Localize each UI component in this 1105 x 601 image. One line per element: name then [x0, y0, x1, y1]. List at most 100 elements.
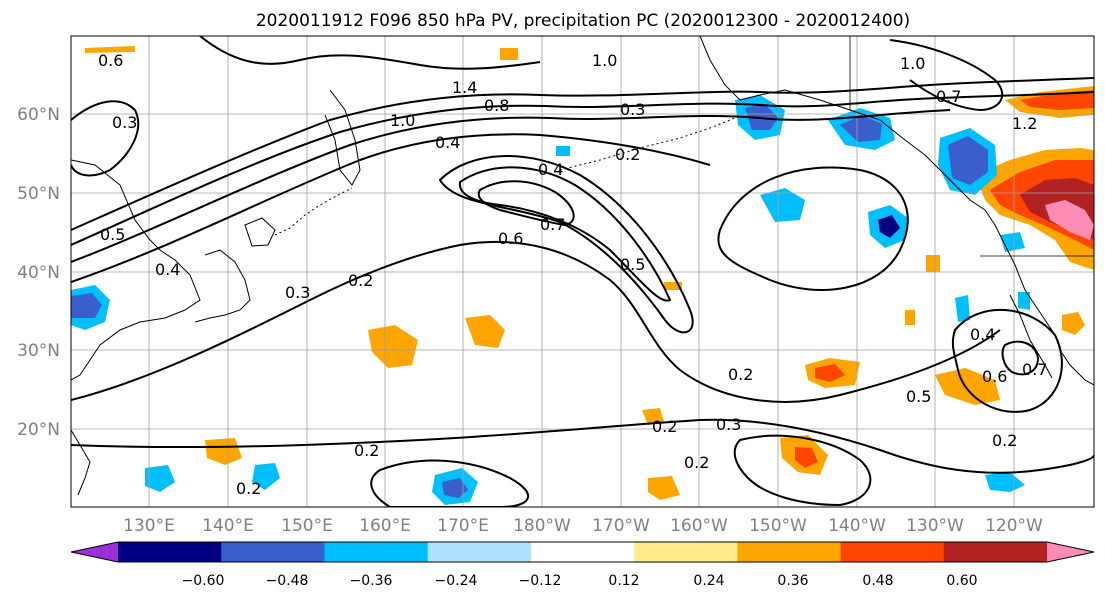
precip-patch-small-orange-1 [926, 255, 940, 272]
graticule [71, 36, 1094, 507]
contour-label: 1.0 [900, 54, 925, 73]
colorbar-tick-label: −0.12 [519, 573, 562, 589]
pv-contour-trough-inner [477, 180, 575, 227]
colorbar-tick-label: 0.60 [946, 573, 977, 589]
contour-label: 0.3 [620, 100, 645, 119]
colorbar-segment [221, 542, 325, 562]
contour-label: 0.6 [98, 51, 123, 70]
coastline-philippines [71, 429, 91, 496]
coastlines [71, 36, 1094, 496]
contour-label: 0.5 [100, 225, 125, 244]
precip-patch-canada-dry-core [948, 136, 988, 185]
precip-patch-mexico-wet [1062, 312, 1085, 335]
pv-contour-south-blob-1 [370, 459, 530, 507]
lat-label-40n: 40°N [17, 263, 60, 283]
coastline-kuril-chain [274, 187, 353, 236]
lon-label-170e: 170°E [437, 516, 489, 536]
precip-patch-baja-dry [985, 472, 1025, 492]
colorbar-extend-max [1047, 542, 1094, 562]
pv-contour-west-1 [71, 100, 140, 177]
coastline-north-america [984, 209, 1094, 386]
precip-patch-south-dry-1-core [442, 478, 468, 498]
precip-patch-small-blue-2 [1018, 292, 1030, 310]
pv-contour-north-2 [889, 39, 1004, 112]
contour-label: 0.4 [970, 325, 995, 344]
contour-label: 0.8 [484, 96, 509, 115]
pv-contour-north-1 [199, 36, 541, 70]
colorbar-tick-label: −0.48 [266, 573, 309, 589]
colorbar-segment [737, 542, 842, 562]
colorbar-tick-label: −0.24 [435, 573, 478, 589]
contour-label: 0.7 [936, 87, 961, 106]
precip-patch-subtropic-2 [935, 368, 1000, 405]
map-panel: 0.6 1.0 1.4 0.8 1.0 0.4 0.3 0.2 1.0 0.7 … [70, 35, 1095, 508]
contour-label: 0.2 [348, 271, 373, 290]
pv-contour-east-pacific-low-inner [1001, 340, 1040, 376]
contour-label: 0.3 [716, 415, 741, 434]
precip-patch-japan-dry-core [71, 293, 102, 318]
coastline-aleutians [559, 117, 736, 171]
colorbar: −0.60 −0.48 −0.36 −0.24 −0.12 0.12 0.24 … [70, 541, 1095, 589]
coastline-japan [194, 249, 251, 323]
contour-label: 0.7 [540, 215, 565, 234]
contour-label: 0.2 [354, 441, 379, 460]
colorbar-segment [427, 542, 532, 562]
contour-label: 0.2 [236, 479, 261, 498]
map-title: 2020011912 F096 850 hPa PV, precipitatio… [256, 11, 910, 31]
colorbar-outline [70, 541, 1095, 563]
colorbar-tick-label: 0.36 [777, 573, 808, 589]
precip-patch-subtropic-1-core [815, 364, 845, 382]
precip-patch-gulf-alaska-dry-core [840, 115, 882, 142]
pv-contour-east-pacific-1 [717, 166, 909, 291]
contour-label: 0.3 [112, 113, 137, 132]
precip-patch-south-1 [205, 438, 242, 465]
pv-contour-east-pacific-low [951, 309, 1063, 413]
lat-label-30n: 30°N [17, 341, 60, 361]
contour-label: 0.6 [498, 229, 523, 248]
lon-label-160w: 160°W [670, 516, 728, 536]
contour-label: 0.4 [538, 160, 563, 179]
contour-label: 0.6 [982, 367, 1007, 386]
pv-contours [71, 36, 1094, 507]
coastline-baja [1009, 294, 1053, 379]
precip-patch-small-blue-4 [556, 146, 570, 156]
colorbar-segment [634, 542, 738, 562]
lon-label-120w: 120°W [985, 516, 1043, 536]
contour-label: 1.4 [452, 78, 477, 97]
lon-label-150e: 150°E [281, 516, 333, 536]
contour-label: 0.4 [155, 260, 180, 279]
lon-label-150w: 150°W [749, 516, 807, 536]
pv-contour-jet-1 [71, 77, 1094, 231]
colorbar-segment [943, 542, 1048, 562]
contour-label: 0.7 [1022, 360, 1047, 379]
pv-contour-trough-mid [458, 166, 672, 302]
contour-label: 0.2 [992, 431, 1017, 450]
contour-label: 1.2 [1012, 114, 1037, 133]
contour-label: 0.2 [652, 417, 677, 436]
contour-label: 0.5 [620, 255, 645, 274]
contour-label: 0.2 [684, 453, 709, 472]
precip-patch-east-pacific-wet-core [1020, 90, 1094, 110]
pv-contour-jet-3 [71, 109, 951, 263]
contour-label: 0.2 [615, 145, 640, 164]
precip-patch-central-pacific-1 [368, 325, 418, 368]
contour-label: 0.2 [728, 365, 753, 384]
colorbar-tick-label: −0.60 [182, 573, 225, 589]
precip-patch-small-orange-3 [85, 46, 135, 53]
lon-label-140e: 140°E [202, 516, 254, 536]
precip-patch-small-orange-4 [500, 48, 518, 60]
precip-patch-bering-dry-core [745, 104, 778, 130]
contour-label: 0.5 [906, 387, 931, 406]
lon-label-130e: 130°E [123, 516, 175, 536]
precip-patch-south-2 [648, 476, 680, 500]
colorbar-tick-label: 0.48 [862, 573, 893, 589]
pv-contour-subtropic-1 [71, 240, 1001, 403]
lat-label-60n: 60°N [17, 105, 60, 125]
lon-label-180w: 180°W [513, 516, 571, 536]
coastline-asia [71, 159, 201, 381]
contour-label: 1.0 [390, 111, 415, 130]
lon-label-160e: 160°E [359, 516, 411, 536]
precip-patch-central-pacific-2 [465, 315, 505, 348]
lat-label-50n: 50°N [17, 184, 60, 204]
